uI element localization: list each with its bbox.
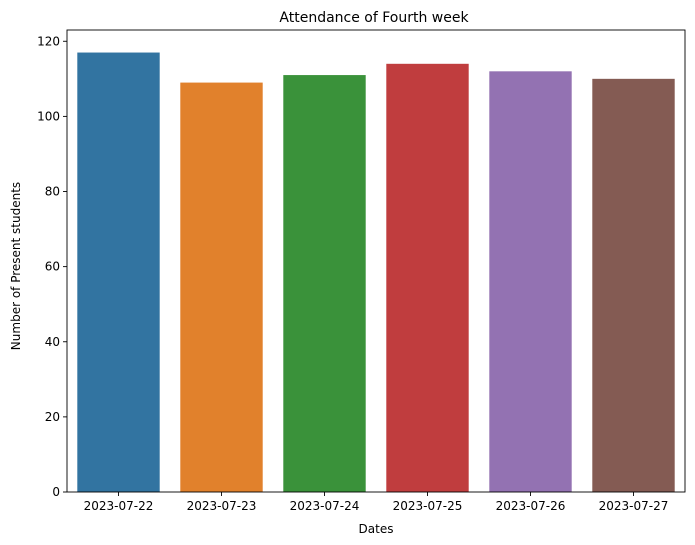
x-axis: 2023-07-22 2023-07-23 2023-07-24 2023-07-25… [84, 492, 669, 513]
y-tick-label: 80 [45, 185, 60, 199]
y-tick-label: 40 [45, 335, 60, 349]
bar-2023-07-25 [386, 63, 469, 493]
x-tick-label: 2023-07-27 [599, 499, 669, 513]
bar-2023-07-26 [489, 71, 572, 492]
bar-2023-07-27 [592, 78, 675, 492]
y-axis-label: Number of Present students [9, 182, 23, 350]
x-tick-label: 2023-07-26 [496, 499, 566, 513]
y-tick-label: 20 [45, 410, 60, 424]
y-tick-label: 120 [37, 34, 60, 48]
x-tick-label: 2023-07-22 [84, 499, 154, 513]
y-tick-label: 60 [45, 260, 60, 274]
x-tick-label: 2023-07-25 [393, 499, 463, 513]
y-tick-label: 0 [52, 485, 60, 499]
y-axis: 0 20 40 60 80 100 120 [37, 34, 67, 499]
chart-title: Attendance of Fourth week [279, 10, 469, 26]
plot-frame [66, 29, 686, 493]
bars-group [77, 52, 675, 493]
bar-2023-07-22 [77, 52, 160, 492]
x-tick-label: 2023-07-23 [187, 499, 257, 513]
x-tick-label: 2023-07-24 [290, 499, 360, 513]
y-tick-label: 100 [37, 109, 60, 123]
bar-2023-07-24 [283, 75, 366, 492]
x-axis-label: Dates [359, 522, 394, 536]
bar-2023-07-23 [180, 82, 263, 493]
